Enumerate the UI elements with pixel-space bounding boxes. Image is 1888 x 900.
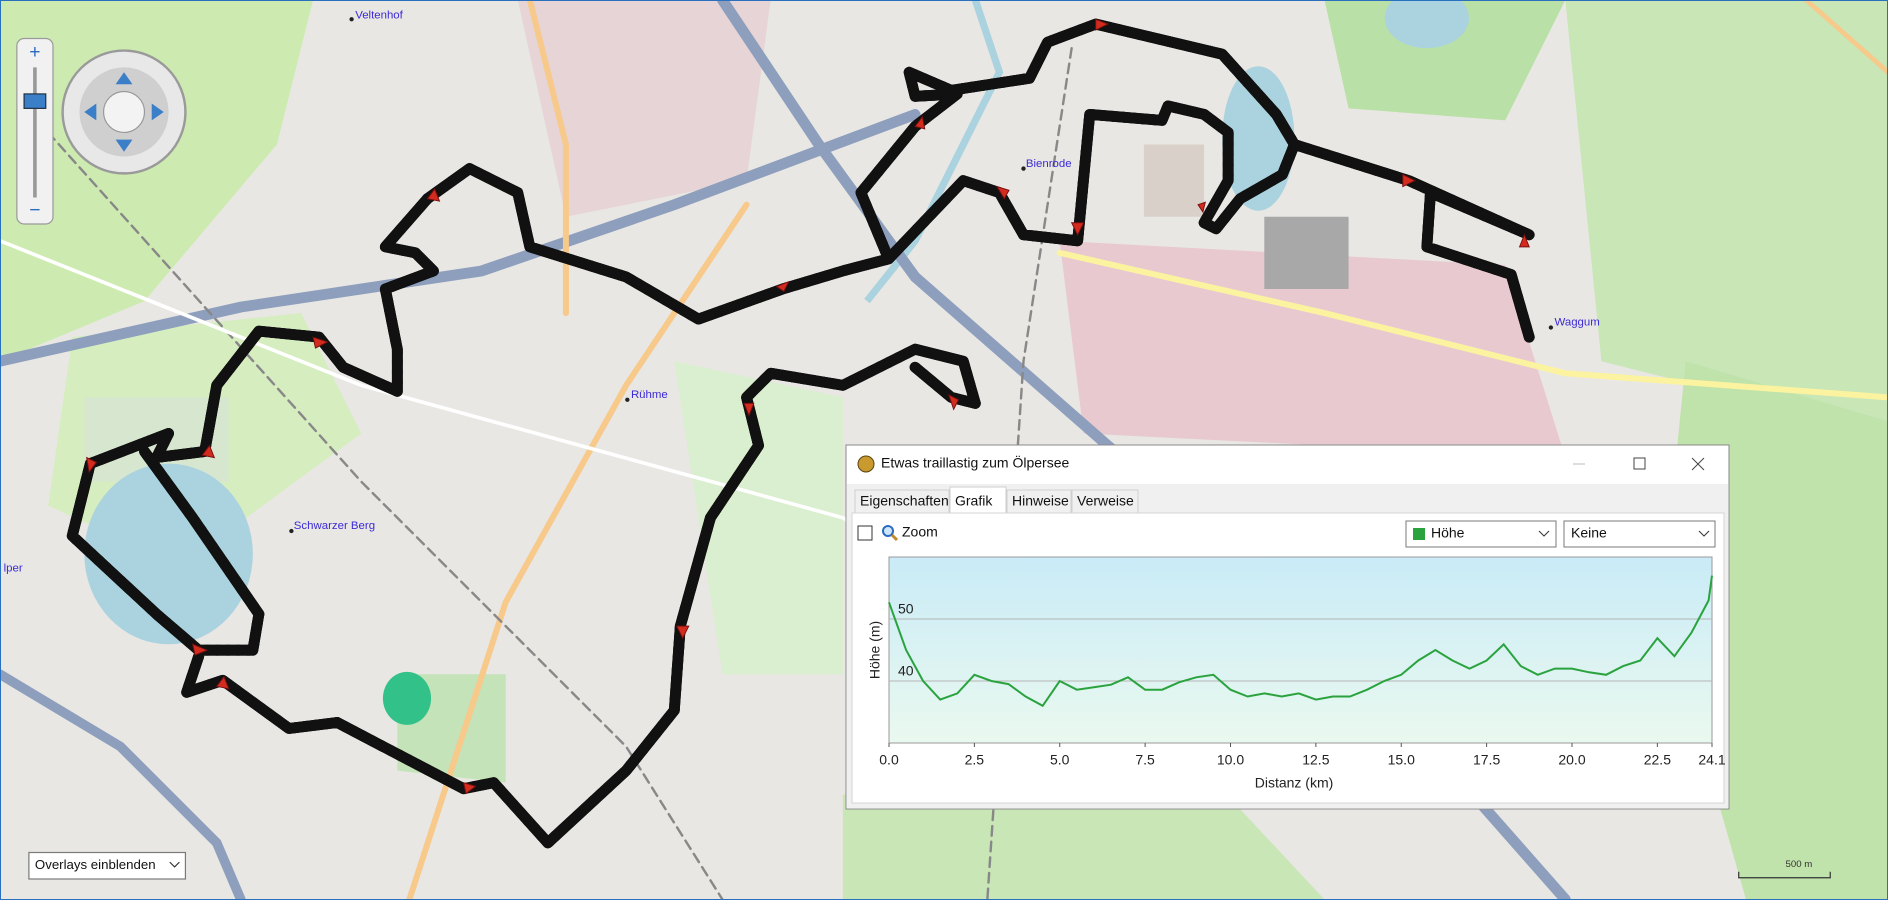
x-tick-label: 5.0 bbox=[1050, 752, 1070, 768]
close-button[interactable] bbox=[1691, 457, 1705, 471]
x-tick-label: 22.5 bbox=[1644, 752, 1671, 768]
elevation-line bbox=[888, 575, 1713, 708]
dropdown-label: Keine bbox=[1571, 525, 1607, 541]
y-tick-label: 40 bbox=[898, 663, 914, 679]
x-tick-label: 17.5 bbox=[1473, 752, 1500, 768]
x-tick-label: 7.5 bbox=[1135, 752, 1155, 768]
x-tick-label: 0.0 bbox=[879, 752, 899, 768]
zoom-checkbox[interactable] bbox=[857, 525, 873, 541]
x-tick-label: 12.5 bbox=[1302, 752, 1329, 768]
x-axis-label: Distanz (km) bbox=[1255, 775, 1334, 791]
y-tick-label: 50 bbox=[898, 601, 914, 617]
tab-label: Eigenschaften bbox=[860, 493, 949, 509]
x-tick-label: 24.1 bbox=[1698, 752, 1725, 768]
place-label: Rühme bbox=[631, 389, 668, 401]
plot-area bbox=[888, 556, 1713, 744]
x-tick-label: 2.5 bbox=[965, 752, 985, 768]
y-axis-label: Höhe (m) bbox=[867, 621, 883, 679]
dialog-window: Etwas traillastig zum Ölpersee Eigenscha… bbox=[845, 444, 1730, 810]
place-label: Schwarzer Berg bbox=[294, 520, 375, 532]
place-labels: Veltenhof Bienrode Waggum Rühme Schwarze… bbox=[4, 10, 1600, 575]
legend-label: Höhe bbox=[1431, 525, 1465, 541]
window-title: Etwas traillastig zum Ölpersee bbox=[881, 454, 1070, 471]
tab-bar: Eigenschaften Grafik Hinweise Verweise bbox=[854, 486, 1139, 515]
x-tick-label: 20.0 bbox=[1558, 752, 1585, 768]
scale-bar: 500 m bbox=[1738, 859, 1831, 879]
scale-label: 500 m bbox=[1786, 859, 1813, 870]
water bbox=[84, 0, 1469, 725]
x-tick-label: 10.0 bbox=[1217, 752, 1244, 768]
zoom-slider[interactable]: + − bbox=[16, 37, 54, 225]
svg-text:−: − bbox=[29, 200, 40, 221]
zoom-label: Zoom bbox=[902, 524, 938, 540]
place-label: Waggum bbox=[1554, 317, 1599, 329]
maximize-button[interactable] bbox=[1633, 457, 1646, 470]
compass[interactable] bbox=[61, 49, 187, 175]
elevation-chart: Distanz (km) Höhe (m) 40 50 0.0 2.5 5.0 7.5 10… bbox=[867, 556, 1726, 791]
series-dropdown[interactable]: Höhe bbox=[1405, 520, 1557, 548]
overlay-series-dropdown[interactable]: Keine bbox=[1563, 520, 1716, 548]
place-label: lper bbox=[4, 562, 23, 574]
dropdown-label: Overlays einblenden bbox=[35, 857, 156, 872]
legend-swatch bbox=[1413, 528, 1425, 540]
x-tick-label: 15.0 bbox=[1388, 752, 1415, 768]
overlay-dropdown[interactable]: Overlays einblenden bbox=[28, 851, 187, 880]
svg-text:+: + bbox=[29, 42, 40, 63]
tab-label: Verweise bbox=[1077, 493, 1134, 509]
direction-arrows bbox=[86, 18, 1530, 795]
tab-label: Hinweise bbox=[1012, 493, 1069, 509]
tab-label: Grafik bbox=[955, 493, 993, 509]
place-label: Bienrode bbox=[1026, 158, 1072, 170]
place-label: Veltenhof bbox=[355, 10, 403, 22]
